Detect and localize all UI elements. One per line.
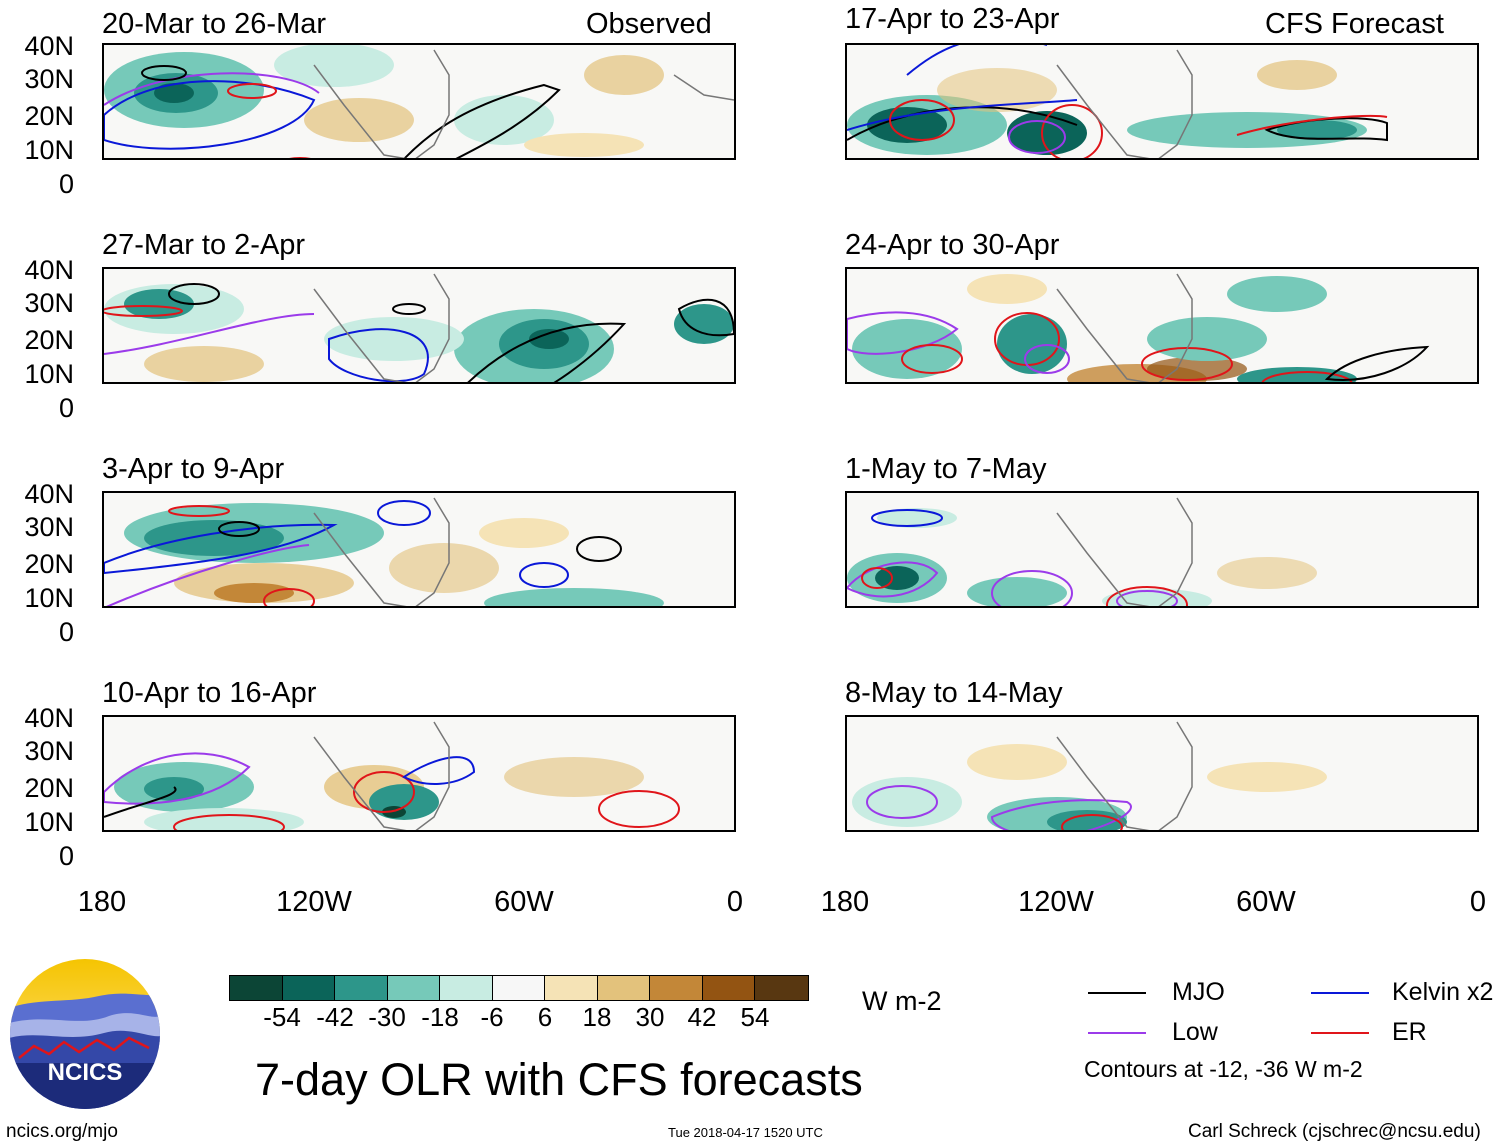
colorbar-swatch-4 [387,976,440,1000]
colorbar-swatch-7 [545,976,598,1000]
x-label-60w-left: 60W [494,886,554,918]
panel-title-fcst-4: 8-May to 14-May [845,677,1063,709]
colorbar-tick-2: -42 [316,1002,354,1032]
observed-label: Observed [586,8,712,40]
colorbar-swatch-10 [702,976,755,1000]
colorbar-tick-4: -18 [421,1002,459,1032]
colorbar-swatch-2 [282,976,335,1000]
map-panel-fcst-4 [845,715,1479,832]
x-label-120w-left: 120W [276,886,352,918]
y-label-10n-1: 10N [24,135,74,165]
y-label-40n-4: 40N [24,703,74,733]
colorbar-tick-8: 30 [635,1002,665,1032]
legend-label-low: Low [1172,1018,1218,1046]
y-label-0-2: 0 [58,393,74,423]
panel-title-obs-1: 20-Mar to 26-Mar [102,8,327,40]
colorbar-units: W m-2 [862,986,942,1016]
legend-line-low [1088,1032,1146,1034]
x-label-180-left: 180 [77,886,127,918]
colorbar-tick-1: -54 [263,1002,301,1032]
x-label-180-right: 180 [820,886,870,918]
panel-title-fcst-2: 24-Apr to 30-Apr [845,229,1060,261]
legend-line-mjo [1088,992,1146,994]
colorbar-tick-7: 18 [582,1002,612,1032]
y-label-40n-2: 40N [24,255,74,285]
map-panel-fcst-1 [845,43,1479,160]
y-label-20n-3: 20N [24,549,74,579]
colorbar-swatch-1 [230,976,283,1000]
panel-title-obs-4: 10-Apr to 16-Apr [102,677,317,709]
colorbar-tick-5: -6 [480,1002,504,1032]
contour-note: Contours at -12, -36 W m-2 [1084,1056,1363,1082]
x-label-60w-right: 60W [1236,886,1296,918]
y-label-10n-2: 10N [24,359,74,389]
colorbar-swatch-8 [597,976,650,1000]
footer-timestamp: Tue 2018-04-17 1520 UTC [668,1125,823,1140]
legend-label-er: ER [1392,1018,1427,1046]
colorbar [229,975,809,1001]
y-label-20n-4: 20N [24,773,74,803]
map-panel-obs-3 [102,491,736,608]
y-label-20n-1: 20N [24,101,74,131]
colorbar-swatch-6 [492,976,545,1000]
colorbar-swatch-3 [335,976,388,1000]
y-label-10n-3: 10N [24,583,74,613]
legend-line-er [1311,1032,1369,1034]
y-label-30n-4: 30N [24,736,74,766]
colorbar-tick-9: 42 [687,1002,717,1032]
colorbar-swatch-5 [440,976,493,1000]
map-panel-obs-2 [102,267,736,384]
map-panel-obs-1 [102,43,736,160]
panel-title-obs-2: 27-Mar to 2-Apr [102,229,306,261]
footer-author: Carl Schreck (cjschrec@ncsu.edu) [1188,1121,1481,1142]
panel-title-fcst-3: 1-May to 7-May [845,453,1047,485]
y-label-0-3: 0 [58,617,74,647]
y-label-30n-2: 30N [24,288,74,318]
y-label-40n-1: 40N [24,31,74,61]
legend-label-kelvin: Kelvin x2 [1392,978,1494,1006]
legend-label-mjo: MJO [1172,978,1225,1006]
y-label-0-1: 0 [58,169,74,199]
map-panel-fcst-3 [845,491,1479,608]
y-label-30n-3: 30N [24,512,74,542]
colorbar-swatch-9 [650,976,703,1000]
legend-line-kelvin [1311,992,1369,994]
x-label-0-right: 0 [1469,886,1487,918]
map-panel-obs-4 [102,715,736,832]
colorbar-tick-3: -30 [368,1002,406,1032]
panel-title-obs-3: 3-Apr to 9-Apr [102,453,285,485]
logo-text: NCICS [48,1059,123,1086]
colorbar-swatch-11 [755,976,808,1000]
x-label-120w-right: 120W [1018,886,1094,918]
panel-title-fcst-1: 17-Apr to 23-Apr [845,3,1060,35]
y-label-40n-3: 40N [24,479,74,509]
y-label-20n-2: 20N [24,325,74,355]
y-label-0-4: 0 [58,841,74,871]
ncics-logo[interactable]: NCICS [9,958,161,1110]
y-label-30n-1: 30N [24,64,74,94]
x-label-0-left: 0 [726,886,744,918]
cfs-forecast-label: CFS Forecast [1265,8,1444,40]
colorbar-tick-6: 6 [537,1002,553,1032]
y-label-10n-4: 10N [24,807,74,837]
chart-title: 7-day OLR with CFS forecasts [255,1054,863,1105]
colorbar-tick-10: 54 [740,1002,770,1032]
footer-site-link[interactable]: ncics.org/mjo [6,1121,118,1142]
map-panel-fcst-2 [845,267,1479,384]
